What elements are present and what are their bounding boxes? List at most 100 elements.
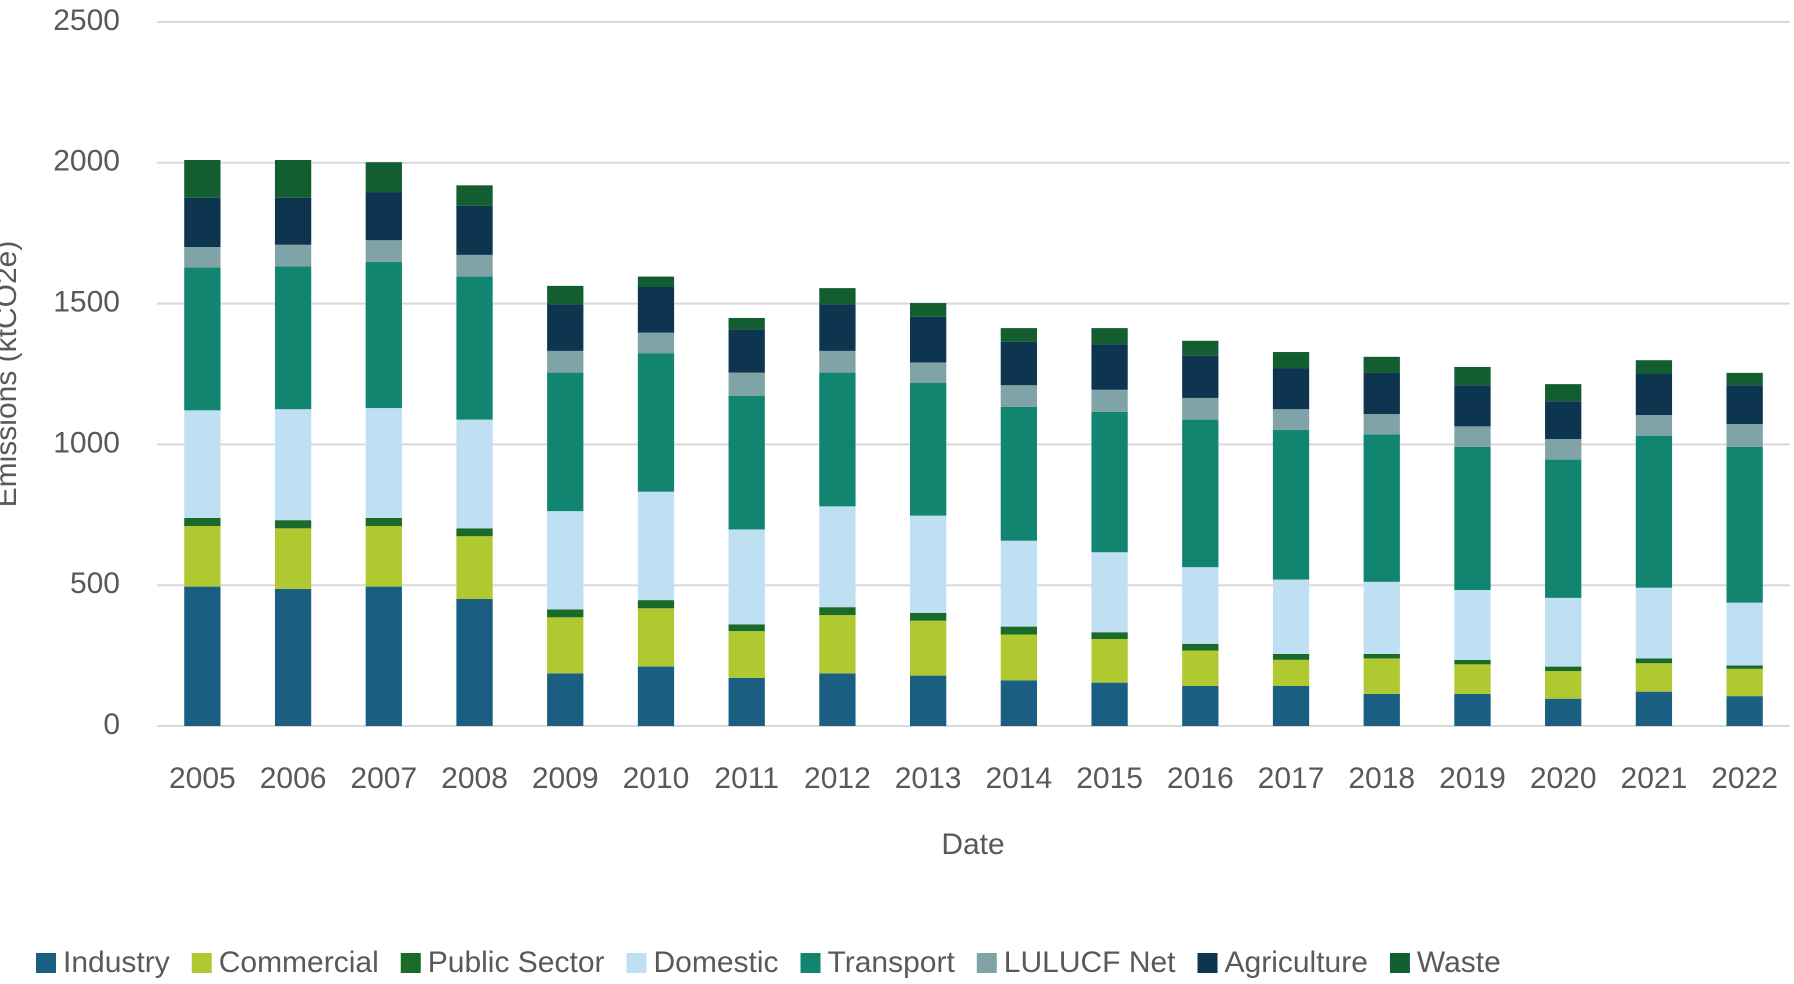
bar-segment [1363, 693, 1400, 726]
bar-segment [1726, 668, 1763, 697]
legend-swatch [36, 953, 56, 973]
legend-label: Transport [828, 946, 956, 979]
bar-segment [1182, 650, 1219, 687]
bar-segment [1272, 653, 1310, 660]
bar-segment [1454, 426, 1491, 447]
bar-segment [456, 536, 493, 599]
bar-segment [819, 288, 856, 305]
bar-segment [1091, 411, 1128, 553]
bar-segment [1454, 446, 1491, 590]
bar-segment [728, 372, 765, 396]
x-tick-label: 2015 [1076, 762, 1143, 795]
bar-segment [909, 383, 947, 516]
bar-segment [1545, 459, 1582, 598]
bar-segment [1182, 419, 1219, 568]
bar-segment [819, 506, 856, 608]
bar-segment [1182, 340, 1219, 356]
bar-segment [637, 286, 675, 333]
bar-segment [547, 372, 584, 512]
bar-segment [184, 267, 221, 411]
bar-segment [1635, 435, 1673, 588]
bar-segment [728, 317, 765, 330]
bar-segment [1635, 691, 1673, 726]
bar-segment [1726, 696, 1763, 726]
bar-segment [547, 617, 584, 674]
bar-segment [1454, 366, 1491, 386]
bar-segment [1545, 401, 1582, 440]
bar-segment [1363, 413, 1400, 435]
bar-segment [909, 620, 947, 676]
bar-segment [1363, 653, 1400, 659]
bar-segment [1000, 680, 1038, 726]
legend-label: Agriculture [1225, 946, 1368, 979]
bar-segment [637, 600, 675, 609]
bar-segment [274, 409, 312, 521]
y-axis-label: Emissions (ktCO2e) [0, 241, 23, 508]
bar-segment [1272, 579, 1310, 654]
bar-segment [1635, 658, 1673, 664]
bar-segment [1363, 434, 1400, 582]
bar-segment [819, 350, 856, 373]
bar-segment [1091, 344, 1128, 390]
x-tick-label: 2021 [1621, 762, 1688, 795]
bar-segment [1635, 374, 1673, 416]
y-tick-label: 1000 [53, 426, 120, 459]
bar-segment [1726, 602, 1763, 666]
bar-segment [274, 588, 312, 726]
bar-segment [365, 526, 402, 587]
bar-segment [456, 185, 493, 206]
bar-segment [365, 261, 402, 409]
bar-segment [1545, 698, 1582, 726]
bar-segment [1635, 360, 1673, 374]
bar-segment [637, 332, 675, 354]
y-tick-label: 2000 [53, 145, 120, 178]
bar-segment [909, 515, 947, 613]
x-tick-label: 2020 [1530, 762, 1597, 795]
bar-segment [1454, 659, 1491, 665]
bar-segment [365, 192, 402, 241]
legend-swatch [800, 953, 821, 973]
x-tick-label: 2007 [350, 762, 417, 795]
legend-swatch [976, 953, 997, 973]
bar-segment [184, 159, 221, 198]
bar-segment [1091, 682, 1128, 726]
x-tick-label: 2006 [260, 762, 327, 795]
bar-segment [1454, 385, 1491, 427]
bar-segment [184, 586, 221, 726]
legend-label: Commercial [219, 946, 379, 979]
bar-segment [1363, 581, 1400, 654]
bar-segment [365, 240, 402, 262]
bar-segment [184, 517, 221, 527]
bar-segment [728, 624, 765, 632]
bar-segment [728, 395, 765, 530]
bar-segment [547, 511, 584, 610]
bar-segment [547, 350, 584, 373]
legend-swatch [191, 953, 212, 973]
bar-segment [274, 244, 312, 267]
bar-segment [274, 520, 312, 529]
bar-segment [819, 615, 856, 674]
bar-segment [909, 362, 947, 384]
bar-segment [1726, 385, 1763, 425]
bar-segment [274, 197, 312, 245]
bar-segment [819, 607, 856, 616]
x-tick-label: 2018 [1348, 762, 1415, 795]
bar-segment [637, 353, 675, 492]
bar-segment [1635, 415, 1673, 436]
bar-segment [728, 677, 765, 726]
bar-segment [1726, 446, 1763, 603]
bar-segment [1000, 626, 1038, 635]
legend-label: Waste [1417, 946, 1501, 979]
x-tick-label: 2013 [895, 762, 962, 795]
bar-segment [1545, 597, 1582, 667]
bar-segment [547, 673, 584, 726]
bar-segment [1182, 567, 1219, 644]
x-tick-label: 2009 [532, 762, 599, 795]
bar-segment [1363, 372, 1400, 414]
legend-swatch [626, 953, 647, 973]
bar-segment [1182, 397, 1219, 420]
legend-swatch [1197, 953, 1218, 973]
bar-segment [184, 246, 221, 268]
